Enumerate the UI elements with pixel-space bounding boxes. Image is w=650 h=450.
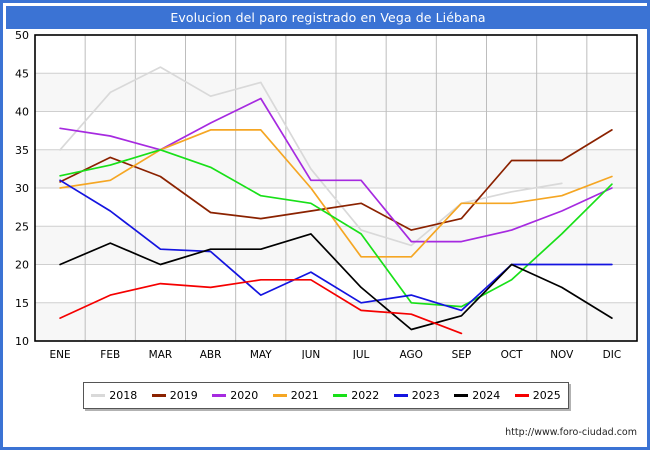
legend-item-2021[interactable]: 2021 [272, 389, 319, 402]
legend-label: 2019 [169, 389, 198, 402]
legend-swatch-icon [454, 394, 469, 397]
x-axis-tick-label: FEB [100, 349, 120, 359]
series-line-2024 [59, 233, 613, 331]
legend-label: 2025 [532, 389, 561, 402]
y-axis-tick-label: 20 [15, 259, 29, 272]
legend-label: 2023 [411, 389, 440, 402]
x-axis-tick-label: MAY [250, 349, 272, 359]
chart-legend: 2018 2019 2020 2021 2022 2023 2024 2025 [83, 382, 569, 409]
line-chart-svg: 10 15 20 25 30 35 40 45 50 ENE FEB MAR ABR MAY JUN JUL A… [15, 29, 638, 359]
legend-label: 2020 [230, 389, 259, 402]
x-axis-tick-label: SEP [452, 349, 472, 359]
x-axis-tick-label: DIC [603, 349, 622, 359]
x-axis-tick-label: JUL [352, 349, 370, 359]
legend-swatch-icon [91, 394, 106, 397]
series-line-2025 [59, 278, 463, 335]
x-axis-tick-label: JUN [301, 349, 321, 359]
legend-item-2020[interactable]: 2020 [212, 389, 258, 402]
legend-item-2022[interactable]: 2022 [333, 389, 379, 402]
y-axis-tick-label: 45 [15, 67, 29, 80]
legend-label: 2022 [351, 389, 380, 402]
legend-label: 2021 [290, 389, 319, 402]
legend-swatch-icon [514, 394, 529, 397]
y-axis-tick-label: 15 [15, 297, 29, 310]
legend-swatch-icon [212, 394, 227, 397]
x-axis-tick-label: ABR [200, 349, 222, 359]
legend-item-2018[interactable]: 2018 [91, 389, 137, 402]
plot-border [34, 34, 638, 342]
x-axis-tick-label: AGO [400, 349, 423, 359]
y-axis-tick-label: 25 [15, 220, 29, 233]
y-axis-tick-label: 10 [15, 335, 29, 348]
series-line-2021 [59, 129, 613, 258]
legend-swatch-icon [151, 394, 166, 397]
x-axis-tick-label: ENE [50, 349, 71, 359]
x-axis-tick-label: OCT [501, 349, 524, 359]
legend-swatch-icon [333, 394, 348, 397]
page-title: Evolucion del paro registrado en Vega de… [170, 10, 486, 25]
y-axis-tick-label: 35 [15, 144, 29, 157]
chart-plot-area: 10 15 20 25 30 35 40 45 50 ENE FEB MAR ABR MAY JUN JUL A… [3, 29, 650, 359]
series-line-2020 [59, 97, 613, 243]
legend-swatch-icon [272, 394, 287, 397]
y-axis-tick-label: 30 [15, 182, 29, 195]
series-line-2023 [59, 179, 613, 312]
x-axis-tick-label: MAR [149, 349, 173, 359]
y-axis-tick-label: 50 [15, 29, 29, 42]
y-axis-tick-label: 40 [15, 106, 29, 119]
series-line-2022 [59, 148, 613, 308]
legend-item-2024[interactable]: 2024 [454, 389, 500, 402]
x-axis-tick-label: NOV [550, 349, 574, 359]
legend-swatch-icon [393, 394, 408, 397]
source-url: http://www.foro-ciudad.com [505, 427, 637, 438]
legend-item-2025[interactable]: 2025 [514, 389, 561, 402]
legend-item-2023[interactable]: 2023 [393, 389, 440, 402]
legend-label: 2024 [472, 389, 501, 402]
legend-label: 2018 [109, 389, 138, 402]
window-title-bar: Evolucion del paro registrado en Vega de… [6, 6, 650, 29]
series-line-2019 [59, 129, 613, 231]
legend-item-2019[interactable]: 2019 [151, 389, 198, 402]
